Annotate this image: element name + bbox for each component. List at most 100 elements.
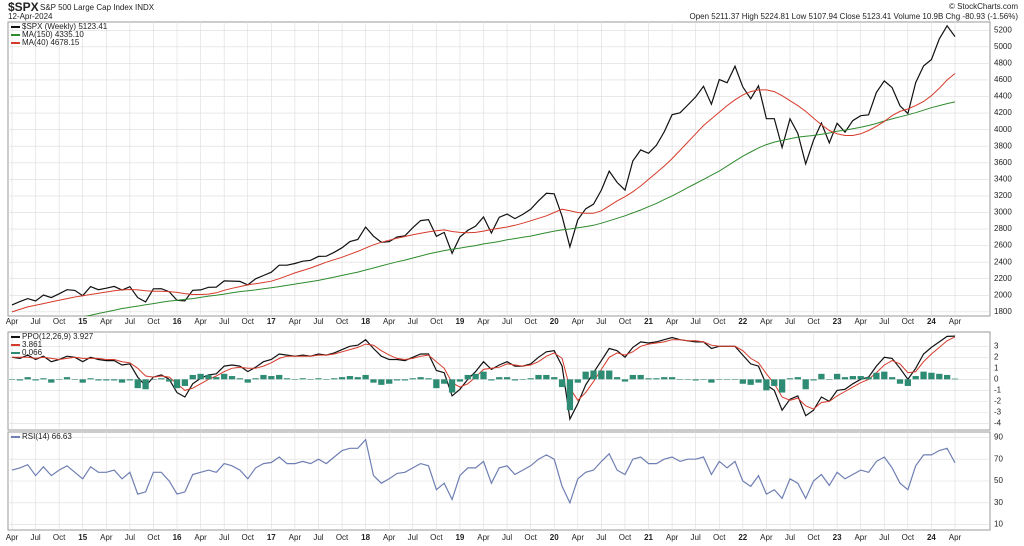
- histogram-bar: [244, 379, 251, 383]
- x-tick-label: Apr: [760, 317, 773, 326]
- histogram-bar: [150, 379, 157, 380]
- histogram-bar: [778, 379, 786, 393]
- price-panel: [7, 21, 991, 317]
- histogram-bar: [189, 374, 196, 380]
- y-tick-label: 2400: [994, 257, 1012, 266]
- x-tick-label: Oct: [147, 533, 160, 542]
- histogram-bar: [566, 379, 574, 411]
- x-tick-label: Apr: [949, 317, 962, 326]
- x-tick-label: Apr: [289, 533, 302, 542]
- histogram-bar: [653, 378, 660, 380]
- histogram-bar: [716, 379, 723, 380]
- histogram-bar: [574, 379, 581, 383]
- histogram-bar: [71, 379, 79, 380]
- x-tick-label: Apr: [760, 533, 773, 542]
- histogram-bar: [24, 377, 31, 380]
- x-tick-label: 17: [267, 317, 276, 326]
- histogram-bar: [527, 378, 534, 380]
- histogram-bar: [543, 374, 550, 380]
- histogram-bar: [158, 378, 165, 380]
- x-tick-label: 19: [455, 317, 464, 326]
- x-tick-label: Jul: [219, 533, 229, 542]
- histogram-bar: [763, 379, 770, 391]
- y-tick-label: 2200: [994, 274, 1012, 283]
- x-tick-label: Oct: [53, 317, 66, 326]
- x-tick-label: Jul: [125, 317, 135, 326]
- histogram-bar: [692, 379, 699, 381]
- x-tick-label: Jul: [879, 317, 889, 326]
- x-tick-label: Oct: [902, 317, 915, 326]
- histogram-bar: [126, 379, 134, 381]
- series-line: [11, 438, 956, 505]
- x-tick-label: Oct: [430, 533, 443, 542]
- histogram-bar: [87, 378, 94, 380]
- histogram-bar: [378, 379, 385, 385]
- histogram-bar: [472, 373, 479, 380]
- x-tick-label: Jul: [125, 533, 135, 542]
- x-tick-label: Apr: [477, 317, 490, 326]
- histogram-bar: [448, 379, 456, 393]
- histogram-bar: [645, 378, 652, 380]
- histogram-bar: [865, 377, 872, 380]
- histogram-bar: [480, 371, 487, 380]
- y-tick-label: 2: [994, 352, 999, 361]
- x-tick-label: Apr: [194, 533, 207, 542]
- x-tick-label: Oct: [807, 317, 820, 326]
- histogram-bar: [668, 377, 676, 380]
- x-tick-label: Oct: [713, 317, 726, 326]
- histogram-bar: [951, 378, 959, 380]
- x-tick-label: Apr: [6, 533, 19, 542]
- histogram-bar: [268, 376, 275, 380]
- x-tick-label: Oct: [53, 533, 66, 542]
- x-tick-label: 21: [644, 317, 653, 326]
- histogram-bar: [307, 379, 314, 380]
- x-tick-label: 15: [78, 317, 87, 326]
- y-tick-label: 3000: [994, 208, 1012, 217]
- x-tick-label: Oct: [430, 317, 443, 326]
- y-tick-label: 50: [994, 476, 1003, 485]
- histogram-bar: [95, 379, 102, 381]
- y-tick-label: -4: [994, 419, 1002, 428]
- x-tick-label: 17: [267, 533, 276, 542]
- histogram-bar: [739, 379, 746, 384]
- histogram-bar: [896, 379, 904, 384]
- x-tick-label: 16: [173, 533, 182, 542]
- histogram-bar: [315, 378, 322, 380]
- y-tick-label: 4400: [994, 92, 1012, 101]
- x-tick-label: Apr: [6, 317, 19, 326]
- histogram-bar: [723, 379, 731, 380]
- histogram-bar: [621, 379, 629, 382]
- histogram-bar: [173, 379, 181, 389]
- y-tick-label: 3: [994, 341, 999, 350]
- histogram-bar: [221, 373, 228, 380]
- y-tick-label: 2000: [994, 290, 1012, 299]
- histogram-bar: [346, 376, 354, 380]
- x-tick-label: Jul: [313, 533, 323, 542]
- x-tick-label: 19: [455, 533, 464, 542]
- credit: © StockCharts.com: [949, 2, 1018, 11]
- legend-entry: RSI(14) 66.63: [22, 432, 72, 441]
- histogram-bar: [456, 379, 464, 382]
- x-tick-label: Apr: [289, 317, 302, 326]
- y-tick-label: 30: [994, 498, 1003, 507]
- series-line: [11, 73, 956, 313]
- histogram-bar: [661, 377, 668, 380]
- legend-entry: MA(40) 4678.15: [22, 38, 80, 47]
- histogram-bar: [228, 376, 236, 380]
- histogram-bar: [393, 379, 401, 381]
- histogram-bar: [535, 374, 542, 380]
- histogram-bar: [810, 379, 817, 381]
- histogram-bar: [441, 379, 448, 384]
- histogram-bar: [912, 376, 919, 380]
- x-tick-label: Apr: [854, 317, 867, 326]
- series-line: [11, 335, 956, 421]
- y-tick-label: 4600: [994, 75, 1012, 84]
- histogram-bar: [794, 377, 801, 380]
- histogram-bar: [386, 379, 393, 384]
- histogram-bar: [118, 379, 126, 383]
- legend-entry: 3.861: [22, 340, 43, 349]
- x-tick-label: 21: [644, 533, 653, 542]
- histogram-bar: [786, 378, 794, 380]
- x-tick-label: Jul: [879, 533, 889, 542]
- x-tick-label: Oct: [336, 317, 349, 326]
